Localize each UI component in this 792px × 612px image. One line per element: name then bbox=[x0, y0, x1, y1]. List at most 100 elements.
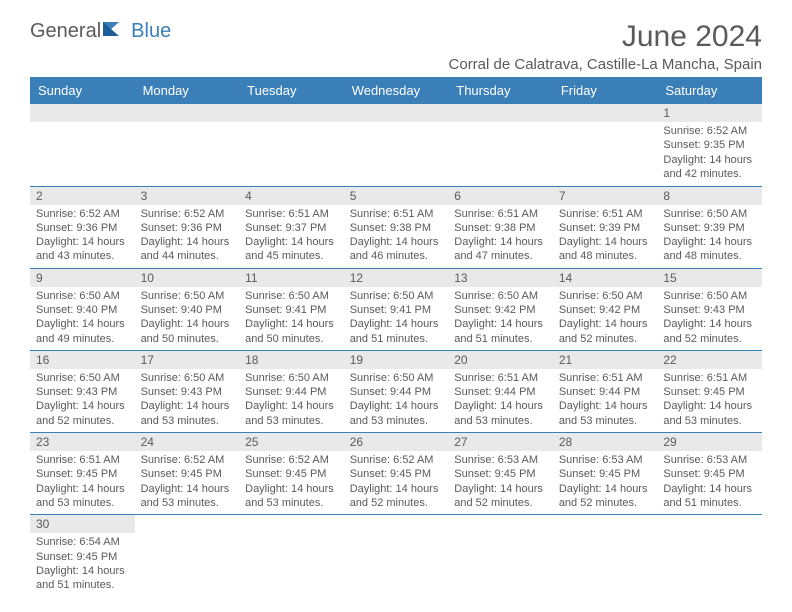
calendar-table: SundayMondayTuesdayWednesdayThursdayFrid… bbox=[30, 77, 762, 597]
calendar-cell: 17Sunrise: 6:50 AMSunset: 9:43 PMDayligh… bbox=[135, 350, 240, 432]
logo: General Blue bbox=[30, 20, 171, 43]
weekday-header: Thursday bbox=[448, 77, 553, 104]
day-number: 4 bbox=[239, 187, 344, 205]
day-number: 26 bbox=[344, 433, 449, 451]
day-number bbox=[448, 515, 553, 533]
sunrise-line: Sunrise: 6:52 AM bbox=[350, 453, 443, 467]
calendar-cell: 15Sunrise: 6:50 AMSunset: 9:43 PMDayligh… bbox=[657, 268, 762, 350]
day-number bbox=[344, 104, 449, 122]
daylight-line: Daylight: 14 hours and 53 minutes. bbox=[245, 399, 338, 428]
calendar-cell: 1Sunrise: 6:52 AMSunset: 9:35 PMDaylight… bbox=[657, 104, 762, 186]
daylight-line: Daylight: 14 hours and 44 minutes. bbox=[141, 235, 234, 264]
calendar-row: 30Sunrise: 6:54 AMSunset: 9:45 PMDayligh… bbox=[30, 515, 762, 597]
sunset-line: Sunset: 9:45 PM bbox=[141, 467, 234, 481]
daylight-line: Daylight: 14 hours and 48 minutes. bbox=[559, 235, 652, 264]
day-number: 9 bbox=[30, 269, 135, 287]
sunrise-line: Sunrise: 6:52 AM bbox=[663, 124, 756, 138]
sunset-line: Sunset: 9:45 PM bbox=[454, 467, 547, 481]
calendar-row: 16Sunrise: 6:50 AMSunset: 9:43 PMDayligh… bbox=[30, 350, 762, 432]
calendar-cell: 27Sunrise: 6:53 AMSunset: 9:45 PMDayligh… bbox=[448, 433, 553, 515]
daylight-line: Daylight: 14 hours and 53 minutes. bbox=[141, 482, 234, 511]
calendar-cell: 29Sunrise: 6:53 AMSunset: 9:45 PMDayligh… bbox=[657, 433, 762, 515]
sunrise-line: Sunrise: 6:51 AM bbox=[559, 371, 652, 385]
sunset-line: Sunset: 9:45 PM bbox=[36, 550, 129, 564]
sunset-line: Sunset: 9:44 PM bbox=[350, 385, 443, 399]
sunset-line: Sunset: 9:40 PM bbox=[141, 303, 234, 317]
calendar-cell bbox=[657, 515, 762, 597]
sunset-line: Sunset: 9:36 PM bbox=[141, 221, 234, 235]
calendar-cell bbox=[30, 104, 135, 186]
day-body: Sunrise: 6:50 AMSunset: 9:41 PMDaylight:… bbox=[344, 287, 449, 350]
sunset-line: Sunset: 9:45 PM bbox=[663, 385, 756, 399]
calendar-cell: 26Sunrise: 6:52 AMSunset: 9:45 PMDayligh… bbox=[344, 433, 449, 515]
day-number: 19 bbox=[344, 351, 449, 369]
daylight-line: Daylight: 14 hours and 52 minutes. bbox=[36, 399, 129, 428]
sunset-line: Sunset: 9:45 PM bbox=[36, 467, 129, 481]
day-body: Sunrise: 6:50 AMSunset: 9:40 PMDaylight:… bbox=[30, 287, 135, 350]
sunrise-line: Sunrise: 6:50 AM bbox=[559, 289, 652, 303]
day-number: 27 bbox=[448, 433, 553, 451]
day-number: 17 bbox=[135, 351, 240, 369]
day-body: Sunrise: 6:51 AMSunset: 9:37 PMDaylight:… bbox=[239, 205, 344, 268]
sunset-line: Sunset: 9:39 PM bbox=[559, 221, 652, 235]
sunset-line: Sunset: 9:45 PM bbox=[245, 467, 338, 481]
daylight-line: Daylight: 14 hours and 53 minutes. bbox=[663, 399, 756, 428]
calendar-cell bbox=[344, 104, 449, 186]
day-number bbox=[657, 515, 762, 533]
sunrise-line: Sunrise: 6:52 AM bbox=[36, 207, 129, 221]
daylight-line: Daylight: 14 hours and 51 minutes. bbox=[663, 482, 756, 511]
daylight-line: Daylight: 14 hours and 51 minutes. bbox=[454, 317, 547, 346]
daylight-line: Daylight: 14 hours and 49 minutes. bbox=[36, 317, 129, 346]
sunset-line: Sunset: 9:42 PM bbox=[454, 303, 547, 317]
logo-text-general: General bbox=[30, 20, 101, 43]
sunset-line: Sunset: 9:43 PM bbox=[36, 385, 129, 399]
day-body: Sunrise: 6:50 AMSunset: 9:43 PMDaylight:… bbox=[30, 369, 135, 432]
calendar-row: 23Sunrise: 6:51 AMSunset: 9:45 PMDayligh… bbox=[30, 433, 762, 515]
day-number: 15 bbox=[657, 269, 762, 287]
day-number: 18 bbox=[239, 351, 344, 369]
day-body: Sunrise: 6:54 AMSunset: 9:45 PMDaylight:… bbox=[30, 533, 135, 596]
calendar-cell bbox=[344, 515, 449, 597]
day-number: 12 bbox=[344, 269, 449, 287]
sunrise-line: Sunrise: 6:51 AM bbox=[559, 207, 652, 221]
sunrise-line: Sunrise: 6:50 AM bbox=[36, 371, 129, 385]
sunset-line: Sunset: 9:36 PM bbox=[36, 221, 129, 235]
sunset-line: Sunset: 9:35 PM bbox=[663, 138, 756, 152]
sunset-line: Sunset: 9:44 PM bbox=[454, 385, 547, 399]
sunrise-line: Sunrise: 6:52 AM bbox=[245, 453, 338, 467]
day-body: Sunrise: 6:50 AMSunset: 9:40 PMDaylight:… bbox=[135, 287, 240, 350]
location-text: Corral de Calatrava, Castille-La Mancha,… bbox=[449, 56, 762, 73]
daylight-line: Daylight: 14 hours and 51 minutes. bbox=[36, 564, 129, 593]
day-number: 16 bbox=[30, 351, 135, 369]
sunset-line: Sunset: 9:44 PM bbox=[559, 385, 652, 399]
sunrise-line: Sunrise: 6:51 AM bbox=[454, 207, 547, 221]
sunset-line: Sunset: 9:43 PM bbox=[141, 385, 234, 399]
daylight-line: Daylight: 14 hours and 50 minutes. bbox=[245, 317, 338, 346]
sunset-line: Sunset: 9:41 PM bbox=[245, 303, 338, 317]
day-number: 28 bbox=[553, 433, 658, 451]
day-number bbox=[344, 515, 449, 533]
sunrise-line: Sunrise: 6:50 AM bbox=[141, 289, 234, 303]
day-body: Sunrise: 6:50 AMSunset: 9:43 PMDaylight:… bbox=[135, 369, 240, 432]
sunset-line: Sunset: 9:38 PM bbox=[350, 221, 443, 235]
day-body: Sunrise: 6:52 AMSunset: 9:45 PMDaylight:… bbox=[344, 451, 449, 514]
sunrise-line: Sunrise: 6:50 AM bbox=[350, 371, 443, 385]
day-number bbox=[30, 104, 135, 122]
daylight-line: Daylight: 14 hours and 46 minutes. bbox=[350, 235, 443, 264]
sunrise-line: Sunrise: 6:51 AM bbox=[663, 371, 756, 385]
daylight-line: Daylight: 14 hours and 53 minutes. bbox=[36, 482, 129, 511]
day-body: Sunrise: 6:50 AMSunset: 9:43 PMDaylight:… bbox=[657, 287, 762, 350]
calendar-cell: 24Sunrise: 6:52 AMSunset: 9:45 PMDayligh… bbox=[135, 433, 240, 515]
calendar-cell: 11Sunrise: 6:50 AMSunset: 9:41 PMDayligh… bbox=[239, 268, 344, 350]
calendar-cell bbox=[448, 104, 553, 186]
calendar-cell: 20Sunrise: 6:51 AMSunset: 9:44 PMDayligh… bbox=[448, 350, 553, 432]
sunrise-line: Sunrise: 6:50 AM bbox=[663, 207, 756, 221]
calendar-cell: 25Sunrise: 6:52 AMSunset: 9:45 PMDayligh… bbox=[239, 433, 344, 515]
day-body: Sunrise: 6:51 AMSunset: 9:44 PMDaylight:… bbox=[553, 369, 658, 432]
sunrise-line: Sunrise: 6:51 AM bbox=[350, 207, 443, 221]
day-body: Sunrise: 6:51 AMSunset: 9:38 PMDaylight:… bbox=[344, 205, 449, 268]
calendar-cell: 8Sunrise: 6:50 AMSunset: 9:39 PMDaylight… bbox=[657, 186, 762, 268]
day-number: 13 bbox=[448, 269, 553, 287]
day-body: Sunrise: 6:50 AMSunset: 9:42 PMDaylight:… bbox=[448, 287, 553, 350]
calendar-cell: 10Sunrise: 6:50 AMSunset: 9:40 PMDayligh… bbox=[135, 268, 240, 350]
